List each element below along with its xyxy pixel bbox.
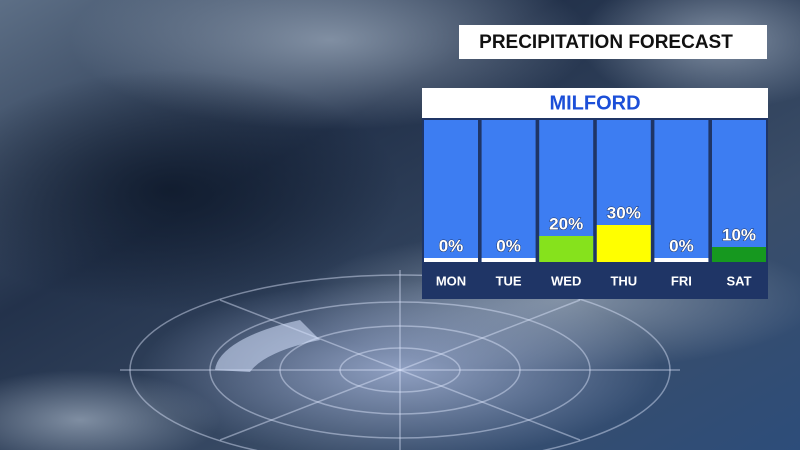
value-label: 30% [607,203,641,222]
value-label: 10% [722,225,756,244]
day-label: WED [551,273,581,288]
column [424,120,478,262]
day-label: MON [436,273,466,288]
title-box [459,25,767,59]
day-label: TUE [496,273,522,288]
column [481,120,536,262]
location-name: MILFORD [549,92,640,114]
bar [596,225,651,262]
day-label: THU [610,273,637,288]
value-label: 0% [669,236,694,255]
column [712,120,766,262]
bar [539,236,594,262]
bar [424,258,478,262]
columns: 0% MON 0% TUE 20% WED 30% THU 0% FRI 10% SAT [424,120,766,288]
location-header [422,88,768,118]
chart-title: PRECIPITATION FORECAST [479,32,733,53]
bar [481,258,536,262]
day-label: SAT [726,273,751,288]
day-label: FRI [671,273,692,288]
column [654,120,709,262]
value-label: 20% [549,214,583,233]
panel [422,88,768,299]
value-label: 0% [439,236,464,255]
value-label: 0% [496,236,521,255]
bar [654,258,709,262]
bar [712,247,766,262]
